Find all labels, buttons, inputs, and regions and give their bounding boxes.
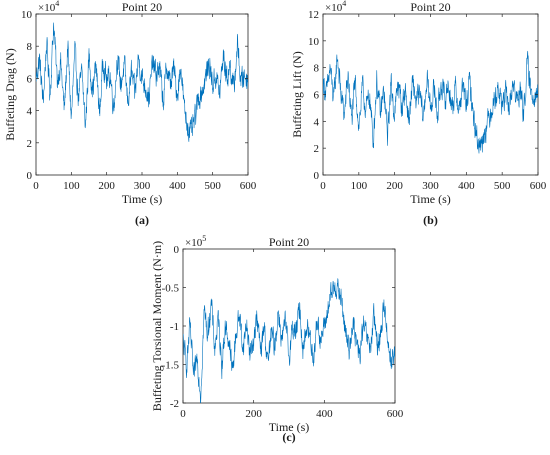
x-tick-label: 600 xyxy=(530,180,547,192)
y-axis-label: Buffeting Torsional Moment (N·m) xyxy=(150,241,164,411)
x-tick-label: 600 xyxy=(240,180,257,192)
chart-panel-a: 0 100 200 300 400 500 600 0 2 4 6 8 10 ×104 Point 20 Ti… xyxy=(3,0,257,227)
chart-panel-c: 0 200 400 600 -2 -1.5 -1 -0.5 0 ×105 Point 20 Time … xyxy=(150,234,404,444)
x-axis-label: Time (s) xyxy=(410,192,451,206)
axis-multiplier: ×105 xyxy=(185,234,206,249)
axis-multiplier: ×104 xyxy=(325,0,346,14)
panel-label: (a) xyxy=(135,213,149,227)
x-tick-label: 200 xyxy=(98,180,115,192)
x-axis-label: Time (s) xyxy=(269,420,310,434)
x-tick-label: 200 xyxy=(386,180,403,192)
plot-frame xyxy=(322,13,539,176)
y-tick-label: -2 xyxy=(170,398,179,410)
y-axis-label: Buffeting Lift (N) xyxy=(290,51,304,137)
axis-multiplier: ×104 xyxy=(38,0,59,14)
chart-title: Point 20 xyxy=(122,0,162,14)
y-tick-label: 4 xyxy=(314,116,320,128)
y-tick-label: 4 xyxy=(27,106,33,118)
chart-title: Point 20 xyxy=(410,0,450,14)
x-tick-label: 400 xyxy=(458,180,475,192)
x-tick-label: 200 xyxy=(245,408,262,420)
x-tick-label: 100 xyxy=(351,180,368,192)
y-tick-label: 0 xyxy=(27,170,33,182)
chart-panel-b: 0 100 200 300 400 500 600 0 2 4 6 8 10 12 ×104 Point 20… xyxy=(290,0,547,227)
y-tick-label: 2 xyxy=(314,143,320,155)
x-axis-label: Time (s) xyxy=(122,192,163,206)
y-tick-label: -0.5 xyxy=(162,283,180,295)
panel-label: (c) xyxy=(282,430,295,444)
chart-title: Point 20 xyxy=(269,235,309,249)
series-line xyxy=(183,278,395,403)
y-tick-label: -1.5 xyxy=(162,360,180,372)
x-tick-label: 100 xyxy=(63,180,80,192)
y-tick-label: 2 xyxy=(27,138,33,150)
y-tick-label: 8 xyxy=(314,63,320,75)
y-tick-label: 10 xyxy=(308,36,320,48)
series-line xyxy=(36,22,248,142)
panel-label: (b) xyxy=(423,213,438,227)
series-line xyxy=(323,50,538,154)
y-tick-label: 6 xyxy=(314,90,320,102)
y-tick-label: 0 xyxy=(174,244,180,256)
x-tick-label: 500 xyxy=(494,180,511,192)
y-tick-label: 6 xyxy=(27,73,33,85)
x-tick-label: 400 xyxy=(316,408,333,420)
x-tick-label: 0 xyxy=(180,408,186,420)
x-tick-label: 400 xyxy=(169,180,186,192)
plot-frame xyxy=(35,13,249,176)
y-tick-label: -1 xyxy=(170,321,179,333)
x-tick-label: 300 xyxy=(134,180,151,192)
x-tick-label: 500 xyxy=(204,180,221,192)
y-tick-label: 10 xyxy=(21,9,33,21)
y-tick-label: 12 xyxy=(308,9,319,21)
x-tick-label: 0 xyxy=(33,180,39,192)
x-tick-label: 300 xyxy=(422,180,439,192)
x-tick-label: 0 xyxy=(320,180,326,192)
y-tick-label: 0 xyxy=(314,170,320,182)
y-tick-label: 8 xyxy=(27,41,33,53)
y-axis-label: Buffeting Drag (N) xyxy=(3,48,17,140)
x-tick-label: 600 xyxy=(387,408,404,420)
